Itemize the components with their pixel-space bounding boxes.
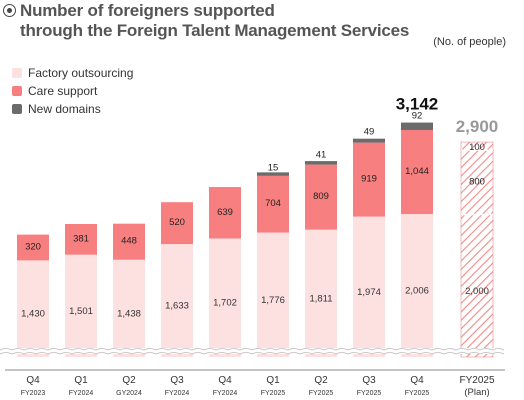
bar-segment-factory <box>209 238 241 357</box>
x-tick-label: Q3 <box>362 375 376 386</box>
x-tick-label: Q1 <box>266 375 280 386</box>
x-tick-sublabel: FY2023 <box>21 390 46 397</box>
bar-segment-factory <box>17 260 49 357</box>
value-label-care: 448 <box>121 236 137 247</box>
axis-break-line-top <box>0 348 505 351</box>
value-label-care: 520 <box>169 217 185 228</box>
x-tick-label: Q4 <box>410 375 424 386</box>
x-tick-label: Q1 <box>74 375 88 386</box>
total-label: 2,900 <box>456 117 499 136</box>
value-label-factory: 1,702 <box>213 298 237 309</box>
bar-segment-factory <box>113 259 145 357</box>
chart-title-line-1: Number of foreigners supported <box>20 1 275 20</box>
bar-segment-care <box>353 142 385 217</box>
legend-label-care: Care support <box>28 84 98 98</box>
bar-segment-factory <box>161 244 193 357</box>
value-label-care: 1,044 <box>405 166 429 177</box>
value-label-factory: 1,776 <box>261 295 285 306</box>
x-tick-sublabel: (Plan) <box>464 387 489 398</box>
legend-item-care-support: Care support <box>12 84 97 98</box>
value-label-care: 809 <box>313 191 329 202</box>
x-tick-sublabel: FY2025 <box>357 390 382 397</box>
value-label-new: 41 <box>316 149 327 160</box>
value-label-factory: 1,811 <box>309 293 332 304</box>
legend-swatch-care <box>12 86 22 96</box>
chart-title-line-2: through the Foreign Talent Management Se… <box>20 21 410 40</box>
bar-segment-care <box>257 175 289 233</box>
legend-label-new: New domains <box>28 102 101 116</box>
value-label-care: 381 <box>73 233 89 244</box>
bar-segment-care <box>113 223 145 260</box>
legend-label-factory: Factory outsourcing <box>28 66 134 80</box>
total-label: 3,142 <box>396 95 439 114</box>
value-label-factory: 2,000 <box>465 286 489 297</box>
x-tick-sublabel: FY2025 <box>261 390 286 397</box>
bar-segment-new <box>401 122 433 130</box>
x-tick-sublabel: FY2024 <box>213 390 238 397</box>
bar-segment-care <box>460 149 494 215</box>
x-tick-sublabel: FY2025 <box>309 390 334 397</box>
bar-segment-care <box>401 129 433 215</box>
legend-swatch-new <box>12 104 22 114</box>
bar-segment-care <box>65 223 97 255</box>
x-tick-label: Q4 <box>26 375 40 386</box>
x-tick-label: Q2 <box>314 375 328 386</box>
x-tick-sublabel: FY2024 <box>165 390 190 397</box>
value-label-factory: 1,501 <box>69 306 93 317</box>
legend-swatch-factory <box>12 68 22 78</box>
x-tick-sublabel: FY2025 <box>405 390 430 397</box>
x-tick-sublabel: FY2024 <box>69 390 94 397</box>
value-label-care: 639 <box>217 207 233 218</box>
x-tick-label: Q3 <box>170 375 184 386</box>
value-label-factory: 1,438 <box>117 308 141 319</box>
unit-label: (No. of people) <box>433 36 506 48</box>
legend-item-new-domains: New domains <box>12 102 101 116</box>
bar-segment-care <box>209 187 241 239</box>
bar-segment-factory <box>257 232 289 357</box>
bar-segment-factory <box>401 214 433 357</box>
axis-break-line-bottom <box>0 352 505 355</box>
value-label-care: 320 <box>25 242 41 253</box>
bar-segment-new <box>353 138 385 143</box>
x-tick-label: Q4 <box>218 375 232 386</box>
value-label-factory: 1,430 <box>21 309 45 320</box>
value-label-factory: 2,006 <box>405 286 429 297</box>
value-label-factory: 1,974 <box>357 287 381 298</box>
value-label-new: 100 <box>469 142 485 153</box>
value-label-care: 800 <box>469 176 485 187</box>
value-label-care: 919 <box>361 174 377 185</box>
value-label-new: 15 <box>268 163 279 174</box>
bar-segment-new <box>305 161 337 165</box>
title-bullet-icon <box>3 4 16 17</box>
x-tick-label: FY2025 <box>459 375 494 386</box>
bar-segment-new <box>257 172 289 176</box>
bar-segment-care <box>17 234 49 261</box>
axis-break-gap <box>0 348 500 353</box>
value-label-new: 92 <box>412 111 423 122</box>
x-tick-label: Q2 <box>122 375 136 386</box>
value-label-new: 49 <box>364 127 375 138</box>
bar-segment-care <box>305 164 337 230</box>
bar-segment-care <box>161 202 193 245</box>
legend-item-factory-outsourcing: Factory outsourcing <box>12 66 133 80</box>
bar-segment-factory <box>305 229 337 357</box>
bar-segment-factory <box>353 216 385 357</box>
value-label-care: 704 <box>265 198 281 209</box>
x-tick-sublabel: GY2024 <box>116 390 142 397</box>
value-label-factory: 1,633 <box>165 301 189 312</box>
bar-segment-factory <box>65 254 97 357</box>
